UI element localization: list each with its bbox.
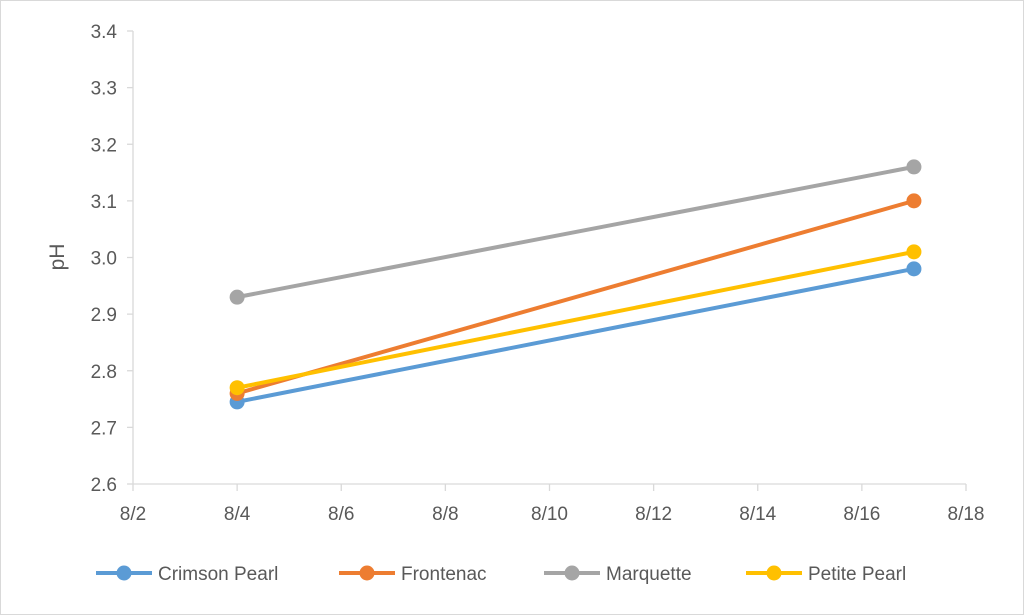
x-tick-label: 8/10 — [531, 504, 568, 525]
data-point — [906, 244, 922, 260]
legend-swatch-marker — [359, 565, 375, 581]
series-crimson-pearl — [229, 261, 922, 410]
data-point — [906, 261, 922, 277]
legend-label: Marquette — [606, 564, 692, 585]
x-tick-label: 8/14 — [739, 504, 776, 525]
x-tick-label: 8/4 — [224, 504, 251, 525]
x-tick-label: 8/2 — [120, 504, 146, 525]
series-layer — [229, 159, 922, 410]
legend-item: Crimson Pearl — [96, 564, 278, 585]
x-axis: 8/2 8/4 8/6 8/8 8/10 8/12 8/14 8/16 8/18 — [120, 483, 985, 525]
y-tick-label: 2.7 — [91, 418, 117, 439]
y-tick-label: 2.6 — [91, 475, 117, 496]
data-point — [229, 289, 245, 305]
legend-label: Crimson Pearl — [158, 564, 278, 585]
legend-swatch-marker — [116, 565, 132, 581]
legend: Crimson Pearl Frontenac Marquette Petite Pe… — [96, 564, 906, 585]
y-tick-label: 3.1 — [91, 192, 117, 213]
y-tick-label: 2.9 — [91, 305, 117, 326]
x-tick-label: 8/6 — [328, 504, 354, 525]
y-tick-label: 3.0 — [91, 249, 117, 270]
series-marquette — [229, 159, 922, 305]
y-tick-label: 3.2 — [91, 135, 117, 156]
legend-label: Frontenac — [401, 564, 487, 585]
series-petite-pearl — [229, 244, 922, 396]
legend-swatch-marker — [766, 565, 782, 581]
y-axis-title: pH — [46, 244, 69, 271]
legend-label: Petite Pearl — [808, 564, 906, 585]
x-tick-label: 8/8 — [432, 504, 458, 525]
legend-item: Marquette — [544, 564, 692, 585]
y-tick-label: 3.4 — [91, 22, 118, 43]
series-line — [235, 198, 916, 396]
legend-item: Frontenac — [339, 564, 487, 585]
series-line — [235, 164, 916, 300]
x-tick-label: 8/18 — [948, 504, 985, 525]
series-line — [235, 249, 916, 390]
y-tick-label: 3.3 — [91, 79, 117, 100]
y-axis: 2.6 2.7 2.8 2.9 3.0 3.1 3.2 3.3 3.4 — [91, 22, 134, 496]
data-point — [906, 193, 922, 209]
legend-item: Petite Pearl — [746, 564, 906, 585]
data-point — [229, 380, 245, 396]
series-line — [235, 266, 916, 404]
legend-swatch-marker — [564, 565, 580, 581]
y-tick-label: 2.8 — [91, 362, 117, 383]
x-tick-label: 8/16 — [843, 504, 880, 525]
x-tick-label: 8/12 — [635, 504, 672, 525]
data-point — [906, 159, 922, 175]
